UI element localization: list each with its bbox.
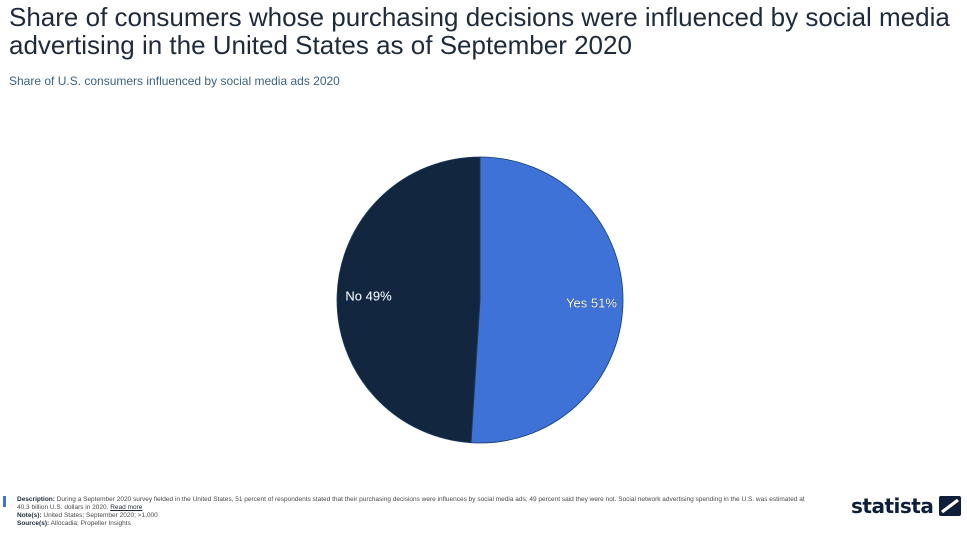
statista-logo[interactable]: statista	[851, 494, 962, 518]
description-line: Description: During a September 2020 sur…	[17, 496, 807, 512]
notes-text: United States; September 2020; >1,000	[43, 512, 158, 519]
footer-text: Description: During a September 2020 sur…	[17, 496, 807, 528]
footer: Description: During a September 2020 sur…	[0, 494, 967, 546]
source-label: Source(s):	[17, 520, 50, 527]
source-line: Source(s): Allocadia; Propeller Insights	[17, 520, 807, 528]
notes-line: Note(s): United States; September 2020; …	[17, 512, 807, 520]
pie-slice-yes[interactable]	[470, 156, 624, 444]
pie-chart: Yes 51% No 49%	[336, 156, 624, 444]
chart-subtitle: Share of U.S. consumers influenced by so…	[9, 74, 340, 88]
pie-slices	[336, 156, 624, 444]
statista-logo-icon	[939, 496, 962, 516]
footer-accent-bar	[3, 496, 6, 507]
notes-label: Note(s):	[17, 512, 42, 519]
description-label: Description:	[17, 496, 55, 503]
pie-labels: Yes 51% No 49%	[345, 288, 618, 311]
read-more-link[interactable]: Read more	[110, 504, 143, 511]
pie-label-no: No 49%	[345, 288, 392, 303]
logo-wordmark: statista	[851, 494, 934, 518]
chart-title: Share of consumers whose purchasing deci…	[9, 2, 950, 60]
source-text: Allocadia; Propeller Insights	[50, 520, 131, 527]
pie-label-yes: Yes 51%	[566, 296, 617, 311]
pie-slice-no[interactable]	[336, 156, 481, 444]
description-text: During a September 2020 survey fielded i…	[17, 496, 805, 511]
